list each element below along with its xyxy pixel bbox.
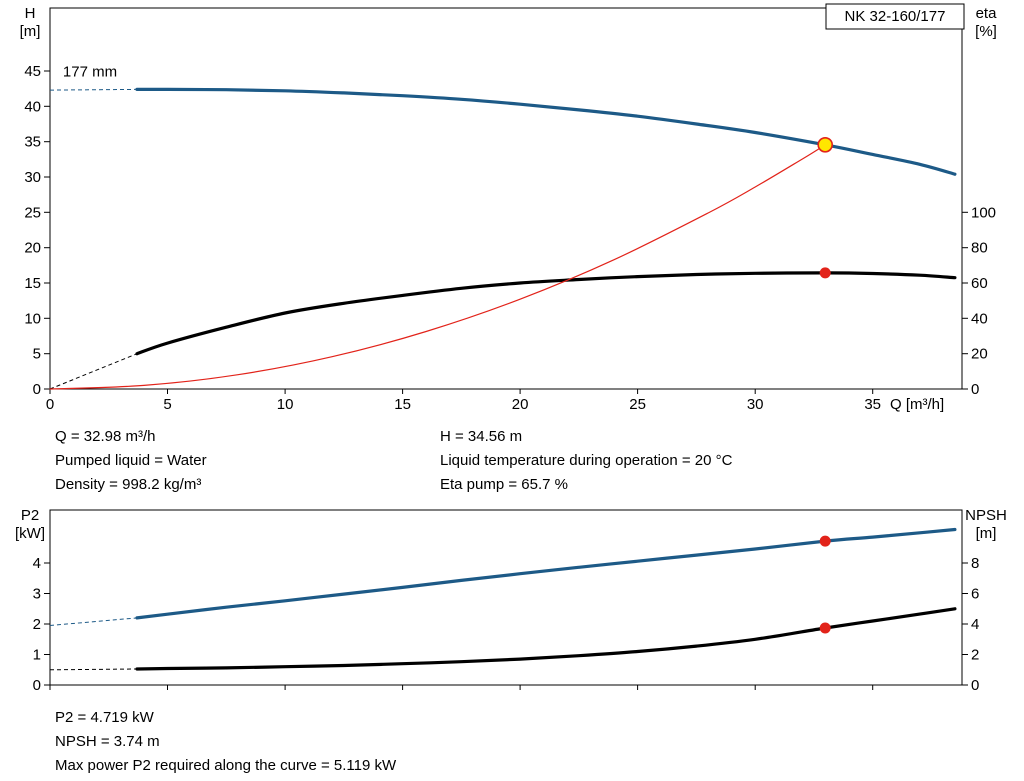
eta-pump-readout: Eta pump = 65.7 % — [440, 476, 568, 493]
y-right-tick-label: 0 — [971, 677, 979, 694]
y-right-tick-label: 100 — [971, 204, 996, 221]
system-curve — [49, 144, 826, 390]
p2-npsh-chart[interactable]: 0 1 2 3 4 0 2 4 6 8 P2[kW] NPSH[m] — [0, 500, 1024, 700]
npsh-curve — [135, 607, 957, 671]
p2-point-marker[interactable] — [819, 535, 831, 547]
y-left-tick-label: 5 — [33, 346, 41, 363]
npsh-curve-lead — [49, 668, 138, 671]
p2-curve — [135, 527, 957, 620]
y-right-tick-label: 40 — [971, 310, 988, 327]
y-left-tick-label: 0 — [33, 381, 41, 398]
y-right-axis-label: [%] — [975, 23, 997, 40]
plot-frame — [49, 509, 963, 686]
x-tick-label: 20 — [512, 396, 529, 413]
head-curve-lead — [49, 88, 138, 91]
efficiency-curve — [135, 271, 957, 356]
bottom-info-block: P2 = 4.719 kW NPSH = 3.74 m Max power P2… — [55, 706, 1024, 778]
npsh-readout: NPSH = 3.74 m — [55, 733, 160, 750]
y-left-tick-label: 40 — [24, 98, 41, 115]
y-right-tick-label: 60 — [971, 275, 988, 292]
pump-name-box — [825, 3, 965, 30]
y-left-tick-label: 30 — [24, 169, 41, 186]
top-info-left: Q = 32.98 m³/h Pumped liquid = Water Den… — [55, 425, 440, 500]
npsh-point-marker[interactable] — [819, 622, 831, 634]
y-left-tick-label: 20 — [24, 240, 41, 257]
y-left-tick-label: 3 — [33, 586, 41, 603]
x-tick-label: 0 — [46, 396, 54, 413]
y-left-tick-label: 4 — [33, 555, 41, 572]
x-tick-label: 5 — [163, 396, 171, 413]
y-left-tick-label: 2 — [33, 616, 41, 633]
top-info-block: Q = 32.98 m³/h Pumped liquid = Water Den… — [55, 425, 1024, 500]
duty-point-marker[interactable] — [817, 137, 834, 153]
max-power-readout: Max power P2 required along the curve = … — [55, 757, 397, 774]
y-right-tick-label: 8 — [971, 555, 979, 572]
y-left-axis-label: [m] — [20, 23, 41, 40]
y-right-tick-label: 2 — [971, 647, 979, 664]
y-right-axis-label: NPSH — [965, 507, 1007, 524]
y-left-tick-label: 45 — [24, 63, 41, 80]
y-right-tick-label: 6 — [971, 586, 979, 603]
top-info-right: H = 34.56 m Liquid temperature during op… — [440, 425, 732, 500]
eta-point-marker[interactable] — [819, 267, 831, 279]
plot-frame — [49, 7, 963, 390]
qh-eta-chart[interactable]: 0 5 10 15 20 25 30 35 40 45 0 20 40 60 80 100 0 5 10 15 20 25… — [0, 0, 1024, 420]
y-left-axis-label: H — [25, 5, 36, 22]
density-readout: Density = 998.2 kg/m³ — [55, 476, 202, 493]
y-right-axis-label: eta — [976, 5, 998, 22]
flow-readout: Q = 32.98 m³/h — [55, 428, 156, 445]
pumped-liquid-readout: Pumped liquid = Water — [55, 452, 207, 469]
impeller-diameter-label: 177 mm — [63, 64, 117, 81]
y-right-tick-label: 20 — [971, 346, 988, 363]
x-tick-label: 15 — [394, 396, 411, 413]
p2-readout: P2 = 4.719 kW — [55, 709, 154, 726]
efficiency-curve-lead — [49, 353, 138, 390]
head-readout: H = 34.56 m — [440, 428, 523, 445]
y-left-axis-label: [kW] — [15, 525, 45, 542]
y-right-tick-label: 80 — [971, 240, 988, 257]
pump-name: NK 32-160/177 — [845, 8, 946, 25]
p2-curve-lead — [49, 617, 138, 626]
y-left-tick-label: 15 — [24, 275, 41, 292]
x-tick-label: 25 — [629, 396, 646, 413]
y-left-tick-label: 10 — [24, 310, 41, 327]
y-left-tick-label: 1 — [33, 647, 41, 664]
y-right-axis-label: [m] — [976, 525, 997, 542]
liquid-temp-readout: Liquid temperature during operation = 20… — [440, 452, 733, 469]
y-left-tick-label: 25 — [24, 204, 41, 221]
y-left-tick-label: 35 — [24, 134, 41, 151]
y-left-axis-label: P2 — [21, 507, 39, 524]
y-left-tick-label: 0 — [33, 677, 41, 694]
y-right-tick-label: 4 — [971, 616, 979, 633]
x-tick-label: 30 — [747, 396, 764, 413]
y-right-tick-label: 0 — [971, 381, 979, 398]
x-tick-label: 10 — [277, 396, 294, 413]
head-curve — [135, 87, 957, 176]
x-axis-label: Q [m³/h] — [890, 396, 944, 413]
x-tick-label: 35 — [864, 396, 881, 413]
